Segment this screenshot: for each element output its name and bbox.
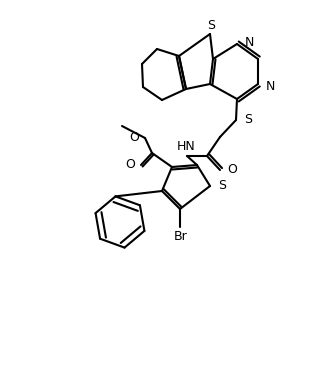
Text: S: S [244, 113, 252, 126]
Text: N: N [266, 80, 275, 92]
Text: HN: HN [176, 140, 195, 153]
Text: S: S [207, 18, 215, 31]
Text: O: O [227, 162, 237, 175]
Text: O: O [129, 131, 139, 144]
Text: Br: Br [174, 230, 188, 242]
Text: S: S [218, 178, 226, 191]
Text: N: N [245, 36, 254, 49]
Text: O: O [125, 157, 135, 171]
